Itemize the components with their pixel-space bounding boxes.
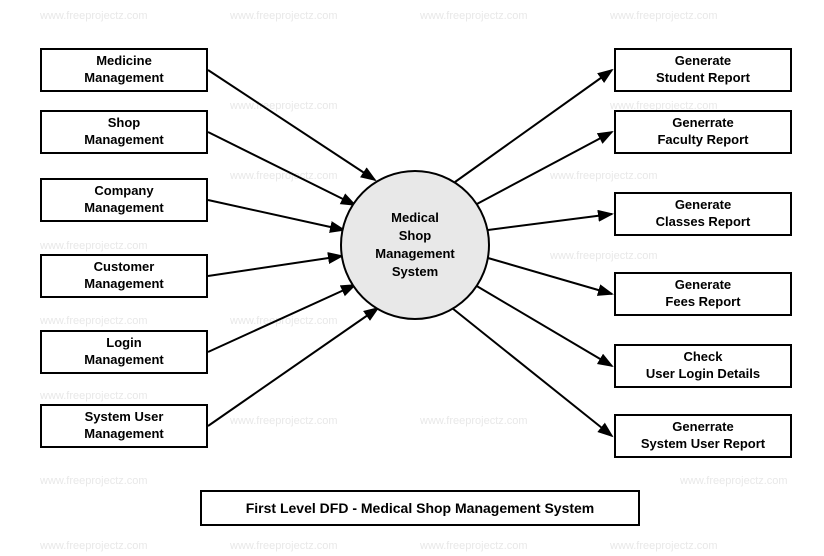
center-circle-label: MedicalShopManagementSystem <box>375 209 454 282</box>
right-entity-box: CheckUser Login Details <box>614 344 792 388</box>
left-entity-box: System UserManagement <box>40 404 208 448</box>
center-process-circle: MedicalShopManagementSystem <box>340 170 490 320</box>
right-entity-label: GenerateStudent Report <box>656 53 750 87</box>
left-entity-box: CustomerManagement <box>40 254 208 298</box>
left-entity-label: MedicineManagement <box>84 53 163 87</box>
right-entity-label: GenerrateSystem User Report <box>641 419 765 453</box>
left-entity-box: LoginManagement <box>40 330 208 374</box>
left-entity-label: System UserManagement <box>84 409 163 443</box>
right-entity-box: GenerrateSystem User Report <box>614 414 792 458</box>
left-entity-box: CompanyManagement <box>40 178 208 222</box>
right-entity-box: GenerateStudent Report <box>614 48 792 92</box>
left-entity-label: CustomerManagement <box>84 259 163 293</box>
right-entity-box: GenerateClasses Report <box>614 192 792 236</box>
diagram-title-box: First Level DFD - Medical Shop Managemen… <box>200 490 640 526</box>
right-entity-label: GenerateClasses Report <box>656 197 751 231</box>
right-entity-box: GenerateFees Report <box>614 272 792 316</box>
left-entity-label: CompanyManagement <box>84 183 163 217</box>
left-entity-label: LoginManagement <box>84 335 163 369</box>
right-entity-box: GenerrateFaculty Report <box>614 110 792 154</box>
right-entity-label: GenerateFees Report <box>665 277 740 311</box>
right-entity-label: GenerrateFaculty Report <box>657 115 748 149</box>
left-entity-label: ShopManagement <box>84 115 163 149</box>
left-entity-box: ShopManagement <box>40 110 208 154</box>
diagram-title-label: First Level DFD - Medical Shop Managemen… <box>246 500 595 516</box>
left-entity-box: MedicineManagement <box>40 48 208 92</box>
right-entity-label: CheckUser Login Details <box>646 349 760 383</box>
